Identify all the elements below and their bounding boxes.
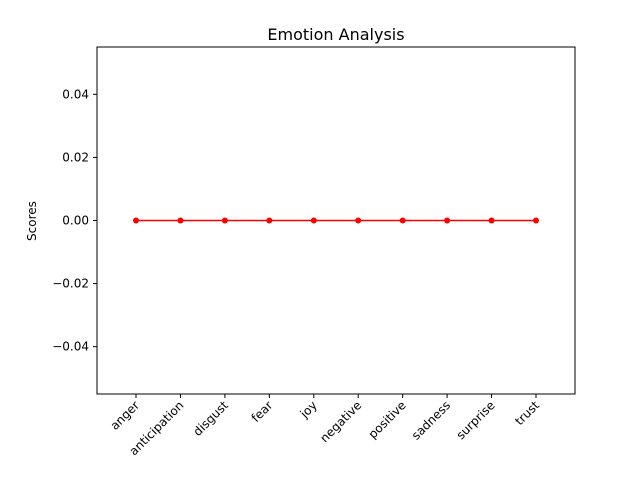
x-tick-label: sadness: [409, 398, 453, 442]
y-tick-label: 0.02: [62, 150, 89, 164]
series-layer: [133, 217, 539, 224]
data-point: [133, 217, 139, 224]
data-point: [355, 217, 362, 224]
plot-frame: [96, 46, 576, 395]
x-tick-label: disgust: [190, 398, 231, 439]
x-tick-label: trust: [512, 398, 542, 428]
chart-title: Emotion Analysis: [267, 25, 404, 44]
data-point: [266, 217, 273, 224]
y-tick-label: −0.04: [52, 340, 89, 354]
x-tick-label: surprise: [454, 398, 498, 442]
x-tick-label: positive: [366, 398, 409, 441]
data-point: [399, 217, 406, 224]
x-tick-label: joy: [297, 398, 320, 421]
x-tick-label: anger: [108, 398, 143, 433]
data-point: [533, 217, 539, 224]
data-point: [444, 217, 451, 224]
x-tick-label: negative: [317, 398, 364, 445]
y-tick-label: −0.02: [52, 277, 89, 291]
y-tick-label: 0.00: [62, 214, 89, 228]
data-point: [310, 217, 317, 224]
data-point: [177, 217, 184, 224]
data-point: [221, 217, 228, 224]
data-point: [488, 217, 495, 224]
y-tick-label: 0.04: [62, 87, 89, 101]
y-axis-label: Scores: [25, 201, 39, 241]
x-tick-label: fear: [249, 398, 276, 425]
